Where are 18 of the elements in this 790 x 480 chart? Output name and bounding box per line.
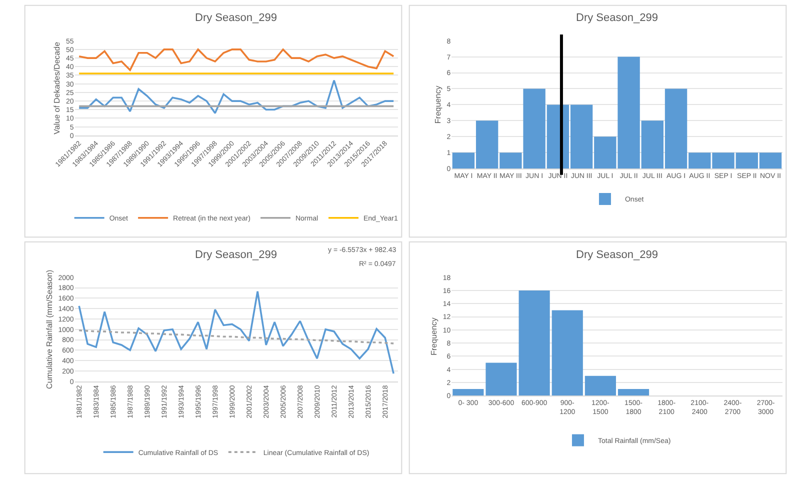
y-axis-title: Frequency	[430, 318, 439, 356]
chart-title: Dry Season_299	[576, 249, 658, 261]
bar	[452, 389, 484, 396]
line-series	[78, 330, 394, 344]
line-series	[78, 80, 394, 114]
chart-title: Dry Season_299	[195, 12, 277, 24]
bar	[584, 376, 616, 396]
bar	[618, 389, 650, 396]
y-axis-title: Frequency	[433, 86, 442, 124]
bar	[486, 362, 517, 396]
y-axis-title: Value of Dekades/Decade	[52, 41, 62, 134]
chart-title: Dry Season_299	[576, 12, 658, 24]
bar	[518, 290, 550, 396]
line-series	[78, 290, 394, 374]
line-series	[78, 48, 394, 71]
y-axis-title: Cumulative Rainfall (mm/Season)	[44, 269, 54, 389]
chart-title: Dry Season_299	[195, 249, 277, 261]
bar	[552, 310, 583, 396]
